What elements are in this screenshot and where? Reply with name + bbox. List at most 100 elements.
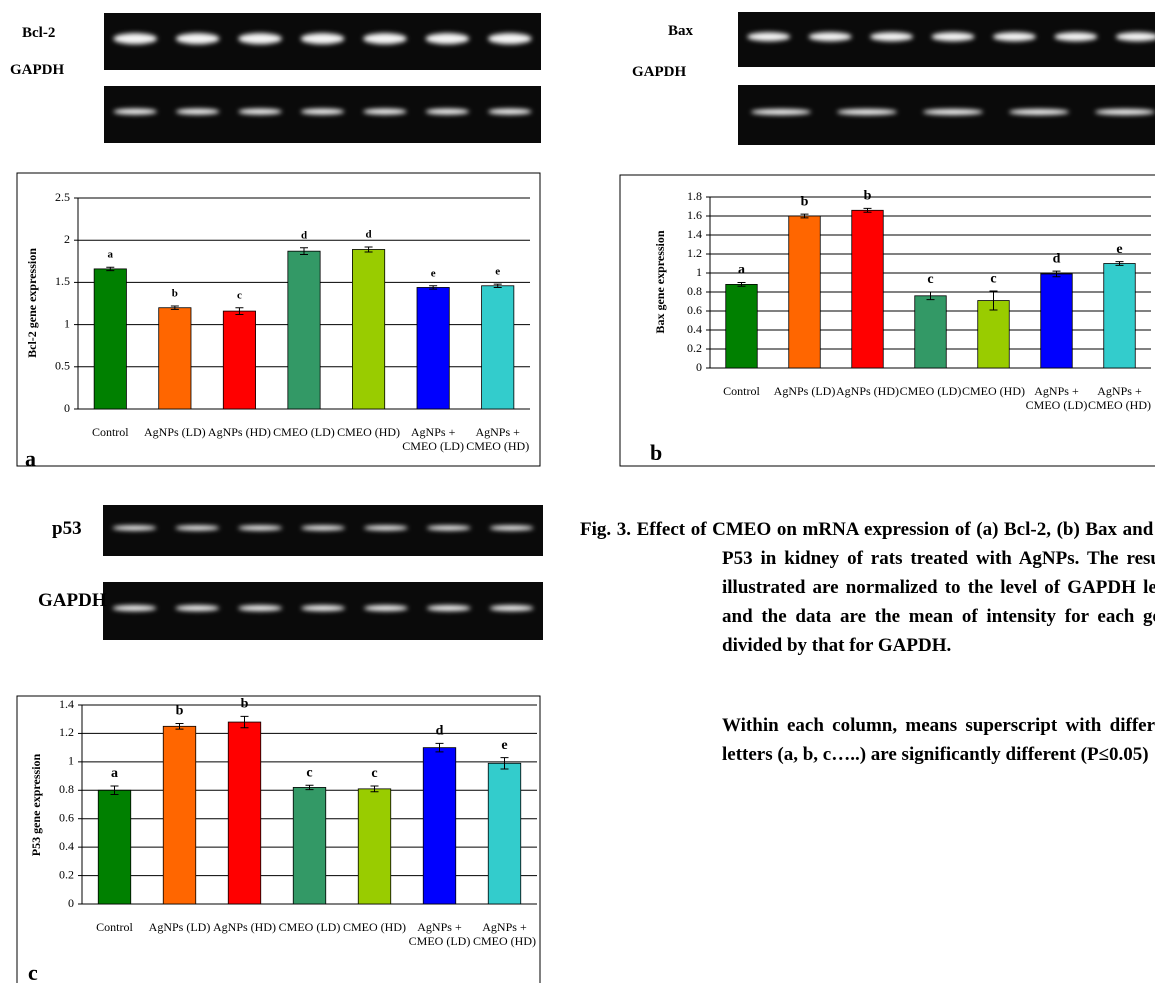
y-tick-label: 1.8 xyxy=(687,189,702,203)
gel-band xyxy=(1095,109,1155,115)
significance-letter: c xyxy=(237,289,242,301)
significance-letter: b xyxy=(864,189,872,204)
bar xyxy=(978,301,1010,368)
gel-band xyxy=(923,109,983,115)
gel-band xyxy=(364,605,408,611)
x-tick-label: CMEO (LD) xyxy=(895,384,966,398)
y-tick-label: 0.2 xyxy=(687,341,702,355)
bar xyxy=(915,296,947,368)
gel-image xyxy=(103,505,543,556)
significance-letter: e xyxy=(1116,242,1122,257)
gel-label: Bax xyxy=(668,23,693,40)
significance-letter: c xyxy=(306,766,312,781)
significance-letter: d xyxy=(301,229,307,241)
y-tick-label: 0.8 xyxy=(687,284,702,298)
x-tick-label: AgNPs (LD) xyxy=(143,920,216,934)
y-tick-label: 0.4 xyxy=(687,322,702,336)
gel-image xyxy=(738,85,1155,145)
gel-band xyxy=(112,605,156,611)
significance-letter: b xyxy=(241,697,249,712)
y-tick-label: 0.6 xyxy=(687,303,702,317)
gel-label: Bcl-2 xyxy=(22,25,55,42)
gel-band xyxy=(747,32,790,41)
gel-band xyxy=(427,525,471,530)
x-tick-label: AgNPs (HD) xyxy=(208,920,281,934)
gel-band xyxy=(1054,32,1097,41)
gel-label: GAPDH xyxy=(632,64,686,81)
panel-label: c xyxy=(28,960,38,983)
gel-label: GAPDH xyxy=(10,62,64,79)
gel-band xyxy=(426,109,470,115)
gel-band xyxy=(426,33,470,44)
gel-band xyxy=(751,109,811,115)
gel-band xyxy=(809,32,852,41)
gel-band xyxy=(113,33,157,44)
x-tick-label: AgNPs + CMEO (LD) xyxy=(403,920,476,948)
x-tick-label: AgNPs + CMEO (LD) xyxy=(1021,384,1092,412)
y-tick-label: 0.5 xyxy=(55,359,70,373)
bar xyxy=(288,251,320,409)
y-tick-label: 2 xyxy=(64,232,70,246)
gel-band xyxy=(113,109,157,115)
gel-band xyxy=(932,32,975,41)
gel-band xyxy=(993,32,1036,41)
y-tick-label: 1.6 xyxy=(687,208,702,222)
y-axis-title: P53 gene expression xyxy=(29,753,43,856)
gel-band xyxy=(427,605,471,611)
y-tick-label: 1 xyxy=(68,754,74,768)
gel-band xyxy=(176,109,220,115)
bar xyxy=(159,308,191,409)
y-tick-label: 1 xyxy=(64,316,70,330)
significance-letter: d xyxy=(1053,251,1061,266)
panel-label: a xyxy=(25,446,36,471)
y-tick-label: 1.2 xyxy=(59,725,74,739)
x-tick-label: AgNPs + CMEO (HD) xyxy=(1084,384,1155,412)
gel-band xyxy=(488,33,532,44)
significance-letter: a xyxy=(111,766,118,781)
gel-band xyxy=(363,109,407,115)
gel-band xyxy=(490,605,534,611)
x-tick-label: CMEO (HD) xyxy=(332,425,405,439)
x-tick-label: Control xyxy=(78,920,151,934)
gel-band xyxy=(301,525,345,530)
y-tick-label: 1.4 xyxy=(59,697,74,711)
x-tick-label: AgNPs + CMEO (HD) xyxy=(468,920,541,948)
gel-band xyxy=(301,109,345,115)
significance-letter: c xyxy=(990,271,996,286)
bar xyxy=(482,286,514,409)
figure-graphics: 00.511.522.5Bcl-2 gene expressionaabcdde… xyxy=(0,0,1155,983)
significance-letter: b xyxy=(172,288,178,300)
significance-letter: d xyxy=(436,724,444,739)
bar xyxy=(293,787,326,904)
x-tick-label: CMEO (LD) xyxy=(268,425,341,439)
gel-band xyxy=(175,605,219,611)
gel-band xyxy=(301,33,345,44)
x-tick-label: AgNPs (LD) xyxy=(769,384,840,398)
y-tick-label: 1.4 xyxy=(687,227,702,241)
significance-letter: d xyxy=(366,228,372,240)
bar xyxy=(1041,274,1073,368)
bar xyxy=(852,210,884,368)
gel-band xyxy=(112,525,156,530)
bar xyxy=(98,790,131,904)
y-tick-label: 1 xyxy=(696,265,702,279)
caption-note: Within each column, means superscript wi… xyxy=(722,711,1155,769)
gel-band xyxy=(870,32,913,41)
caption: Fig. 3. Effect of CMEO on mRNA expressio… xyxy=(580,515,1155,660)
bar xyxy=(423,748,456,904)
bar xyxy=(223,311,255,409)
x-tick-label: AgNPs (LD) xyxy=(139,425,212,439)
y-tick-label: 0.8 xyxy=(59,782,74,796)
x-tick-label: CMEO (HD) xyxy=(958,384,1029,398)
bar xyxy=(352,249,384,409)
y-tick-label: 0.4 xyxy=(59,839,74,853)
x-tick-label: AgNPs + CMEO (HD) xyxy=(461,425,534,453)
y-tick-label: 0.6 xyxy=(59,810,74,824)
y-tick-label: 0 xyxy=(68,896,74,910)
bar xyxy=(789,216,821,368)
x-tick-label: AgNPs (HD) xyxy=(203,425,276,439)
significance-letter: b xyxy=(801,194,809,209)
gel-band xyxy=(175,525,219,530)
x-tick-label: AgNPs + CMEO (LD) xyxy=(397,425,470,453)
significance-letter: e xyxy=(431,267,436,279)
